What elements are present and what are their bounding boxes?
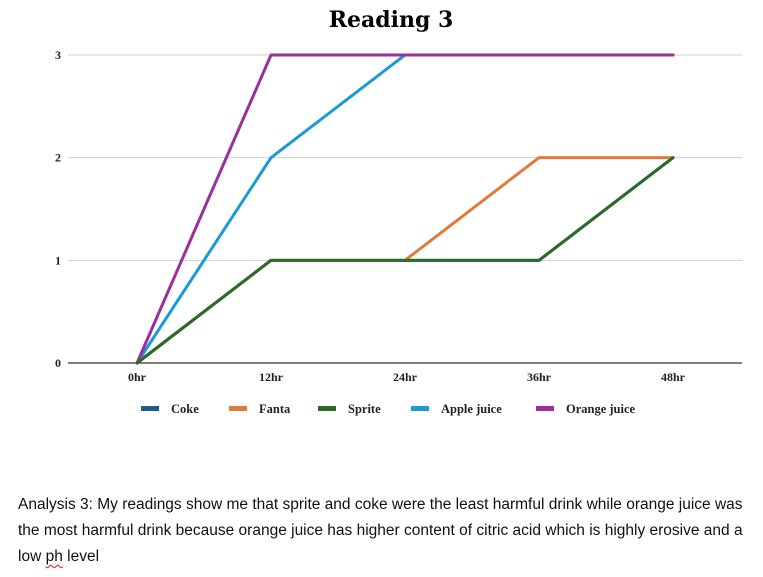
legend-label: Apple juice: [441, 402, 502, 416]
legend-label: Fanta: [259, 402, 291, 416]
legend-label: Sprite: [348, 402, 381, 416]
legend-label: Coke: [171, 402, 199, 416]
x-tick-label: 0hr: [128, 370, 147, 384]
legend-swatch: [536, 406, 554, 411]
y-axis-ticks: 0 1 2 3: [55, 48, 61, 370]
chart-title: Reading 3: [329, 7, 454, 33]
spellcheck-flagged-word: ph: [45, 548, 63, 565]
x-tick-label: 12hr: [259, 370, 284, 384]
legend: Coke Fanta Sprite Apple juice Orange juice: [141, 402, 636, 416]
x-tick-label: 24hr: [393, 370, 418, 384]
gridlines: [68, 54, 742, 364]
series-line-orange-juice: [135, 53, 675, 365]
series-lines: [135, 53, 675, 365]
legend-label: Orange juice: [566, 402, 636, 416]
y-tick-label: 3: [55, 48, 61, 62]
x-tick-label: 48hr: [661, 370, 686, 384]
legend-swatch: [318, 406, 336, 411]
x-tick-label: 36hr: [527, 370, 552, 384]
analysis-text-end: level: [62, 548, 100, 565]
x-axis-ticks: 0hr 12hr 24hr 36hr 48hr: [128, 370, 686, 384]
legend-swatch: [141, 406, 159, 411]
y-tick-label: 2: [55, 151, 61, 165]
series-line-sprite: [135, 156, 675, 365]
analysis-text: Analysis 3: My readings show me that spr…: [18, 496, 743, 565]
series-line-apple-juice: [135, 53, 675, 365]
legend-swatch: [229, 406, 247, 411]
line-chart: Reading 3 0 1 2 3 0hr 12hr 24hr 36hr 48hr Coke F…: [55, 7, 742, 416]
analysis-paragraph: Analysis 3: My readings show me that spr…: [18, 492, 758, 570]
y-tick-label: 1: [55, 253, 61, 267]
y-tick-label: 0: [55, 356, 61, 370]
legend-swatch: [411, 406, 429, 411]
